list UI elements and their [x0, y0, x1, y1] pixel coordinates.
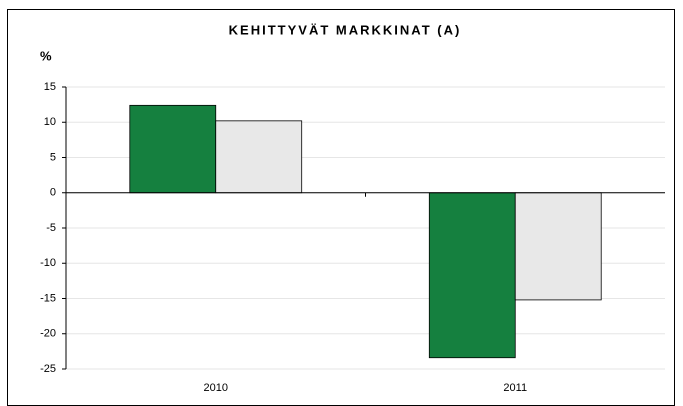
- x-tick-label: 2011: [503, 382, 527, 394]
- y-tick-label: 10: [44, 116, 56, 128]
- y-tick-label: 15: [44, 81, 56, 93]
- bar: [215, 120, 303, 194]
- y-tick-label: -10: [40, 257, 56, 269]
- y-tick-label: -5: [46, 222, 56, 234]
- y-tick-label: -25: [40, 363, 56, 375]
- chart-title: KEHITTYVÄT MARKKINAT (A): [229, 22, 462, 37]
- y-tick-label: 5: [50, 151, 56, 163]
- bar: [428, 192, 516, 359]
- bar: [514, 192, 602, 301]
- y-tick-label: 0: [50, 187, 56, 199]
- y-axis-label: %: [40, 48, 52, 63]
- y-tick-label: -20: [40, 328, 56, 340]
- y-tick-label: -15: [40, 292, 56, 304]
- x-tick-label: 2010: [204, 382, 228, 394]
- bar: [129, 104, 217, 194]
